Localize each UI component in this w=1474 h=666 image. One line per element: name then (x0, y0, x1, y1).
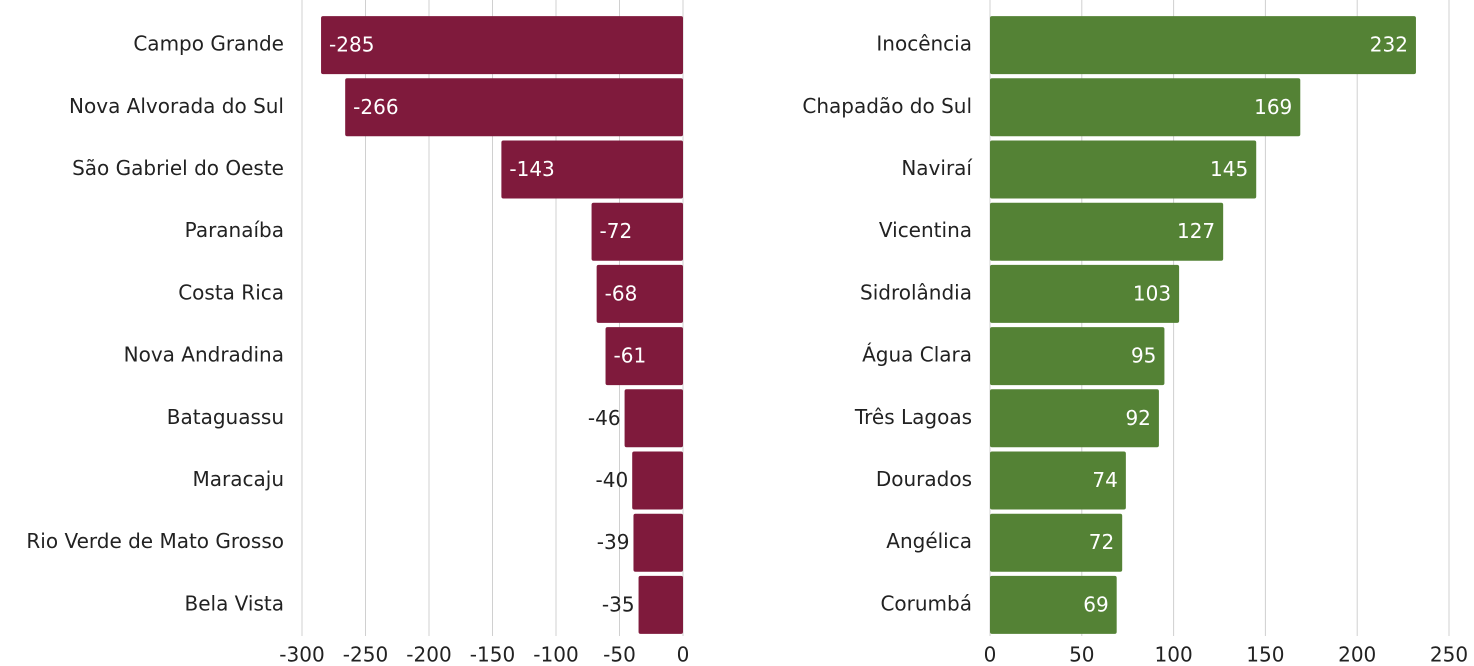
y-tick-label: Rio Verde de Mato Grosso (26, 529, 284, 553)
data-label: 169 (1254, 95, 1292, 119)
x-tick-label: 250 (1430, 643, 1468, 666)
y-tick-label: Angélica (886, 529, 972, 553)
data-label: 95 (1131, 344, 1156, 368)
bar (633, 513, 683, 572)
data-label: -61 (614, 344, 647, 368)
data-label: 69 (1083, 592, 1108, 616)
x-tick-label: 150 (1246, 643, 1284, 666)
x-tick-label: -150 (470, 643, 515, 666)
x-tick-label: 50 (1069, 643, 1094, 666)
bar (638, 575, 683, 634)
bar (990, 513, 1123, 572)
x-tick-label: 0 (984, 643, 997, 666)
bar (596, 264, 683, 323)
x-tick-label: 100 (1155, 643, 1193, 666)
x-tick-label: -100 (533, 643, 578, 666)
bar (990, 451, 1126, 510)
bar (501, 140, 683, 199)
data-label: 232 (1370, 33, 1408, 57)
bar (990, 202, 1224, 261)
data-label: -39 (597, 530, 630, 554)
bar (591, 202, 683, 261)
y-tick-label: Sidrolândia (860, 280, 972, 304)
y-tick-label: Vicentina (879, 218, 972, 242)
bar (990, 389, 1159, 448)
x-tick-label: -250 (343, 643, 388, 666)
y-tick-label: Naviraí (901, 156, 973, 180)
y-tick-label: Corumbá (880, 591, 972, 615)
bar (624, 389, 683, 448)
y-tick-label: Dourados (876, 467, 972, 491)
bar (321, 16, 683, 75)
data-label: 103 (1133, 281, 1171, 305)
data-label: -72 (600, 219, 633, 243)
y-tick-label: Inocência (876, 32, 972, 56)
bar (605, 327, 683, 386)
y-tick-label: Três Lagoas (854, 405, 972, 429)
y-tick-label: Água Clara (862, 343, 972, 367)
bar (632, 451, 683, 510)
x-tick-label: -300 (279, 643, 324, 666)
data-label: 145 (1210, 157, 1248, 181)
data-label: -266 (353, 95, 398, 119)
y-tick-label: Nova Andradina (124, 343, 284, 367)
y-tick-label: Maracaju (193, 467, 284, 491)
data-label: -46 (588, 406, 621, 430)
data-label: -68 (605, 281, 638, 305)
bar (345, 78, 683, 137)
bar (990, 140, 1257, 199)
y-tick-label: Nova Alvorada do Sul (69, 94, 284, 118)
bar (990, 78, 1301, 137)
data-label: 74 (1092, 468, 1117, 492)
bar (990, 264, 1180, 323)
data-label: 72 (1089, 530, 1114, 554)
x-tick-label: -200 (406, 643, 451, 666)
data-label: -35 (602, 592, 635, 616)
data-label: -285 (329, 33, 374, 57)
x-tick-label: -50 (603, 643, 636, 666)
y-tick-label: São Gabriel do Oeste (72, 156, 284, 180)
y-tick-label: Costa Rica (178, 280, 284, 304)
x-tick-label: 0 (677, 643, 690, 666)
data-label: -40 (596, 468, 629, 492)
y-tick-label: Campo Grande (133, 32, 284, 56)
y-tick-label: Chapadão do Sul (802, 94, 972, 118)
y-tick-label: Bataguassu (167, 405, 284, 429)
x-tick-label: 200 (1338, 643, 1376, 666)
bar (990, 16, 1416, 75)
data-label: 92 (1125, 406, 1150, 430)
data-label: -143 (509, 157, 554, 181)
bar (990, 327, 1165, 386)
data-label: 127 (1177, 219, 1215, 243)
bar (990, 575, 1117, 634)
y-tick-label: Paranaíba (185, 218, 284, 242)
y-tick-label: Bela Vista (184, 591, 284, 615)
